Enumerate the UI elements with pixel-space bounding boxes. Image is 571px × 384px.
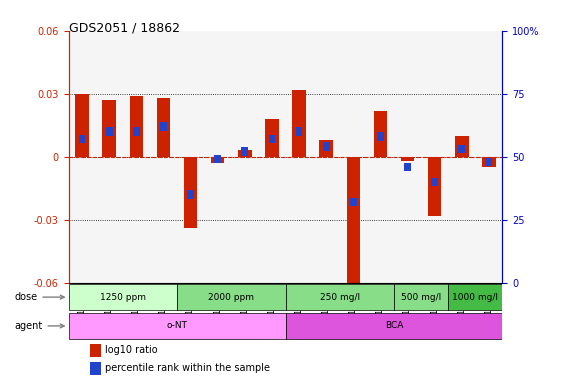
FancyBboxPatch shape [177, 284, 286, 310]
Text: GDS2051 / 18862: GDS2051 / 18862 [69, 21, 179, 34]
FancyBboxPatch shape [448, 284, 502, 310]
Bar [428, 157, 441, 215]
Text: 500 mg/l: 500 mg/l [401, 293, 441, 301]
Bar [211, 157, 224, 163]
Bar [401, 157, 415, 161]
Text: log10 ratio: log10 ratio [106, 345, 158, 356]
Text: 2000 ppm: 2000 ppm [208, 293, 254, 301]
FancyBboxPatch shape [286, 313, 502, 339]
Text: BCA: BCA [385, 321, 403, 330]
Bar [187, 190, 194, 199]
Bar [106, 127, 112, 136]
Text: o-NT: o-NT [167, 321, 187, 330]
Bar [350, 198, 357, 206]
Bar [133, 127, 140, 136]
Bar [242, 147, 248, 156]
Bar [265, 119, 279, 157]
Bar [238, 151, 252, 157]
Bar [102, 100, 116, 157]
Bar [156, 98, 170, 157]
Bar [319, 140, 333, 157]
Bar [79, 135, 86, 143]
Bar [75, 94, 89, 157]
Bar [431, 178, 438, 186]
Text: 1000 mg/l: 1000 mg/l [452, 293, 498, 301]
Bar [90, 344, 101, 356]
Bar [296, 127, 303, 136]
Bar [214, 155, 221, 164]
Bar [184, 157, 198, 228]
Bar [347, 157, 360, 293]
Bar [160, 122, 167, 131]
Bar [404, 162, 411, 171]
Bar [377, 132, 384, 141]
FancyBboxPatch shape [394, 284, 448, 310]
Text: 250 mg/l: 250 mg/l [320, 293, 360, 301]
FancyBboxPatch shape [69, 313, 286, 339]
Bar [459, 145, 465, 153]
FancyBboxPatch shape [69, 284, 177, 310]
Bar [455, 136, 469, 157]
Text: 1250 ppm: 1250 ppm [100, 293, 146, 301]
FancyBboxPatch shape [286, 284, 394, 310]
Bar [323, 142, 329, 151]
Bar [130, 96, 143, 157]
Bar [90, 362, 101, 374]
Text: dose: dose [14, 292, 64, 302]
Bar [373, 111, 387, 157]
Text: agent: agent [14, 321, 64, 331]
Bar [292, 89, 306, 157]
Bar [485, 157, 492, 166]
Bar [268, 135, 275, 143]
Bar [482, 157, 496, 167]
Text: percentile rank within the sample: percentile rank within the sample [106, 363, 271, 373]
